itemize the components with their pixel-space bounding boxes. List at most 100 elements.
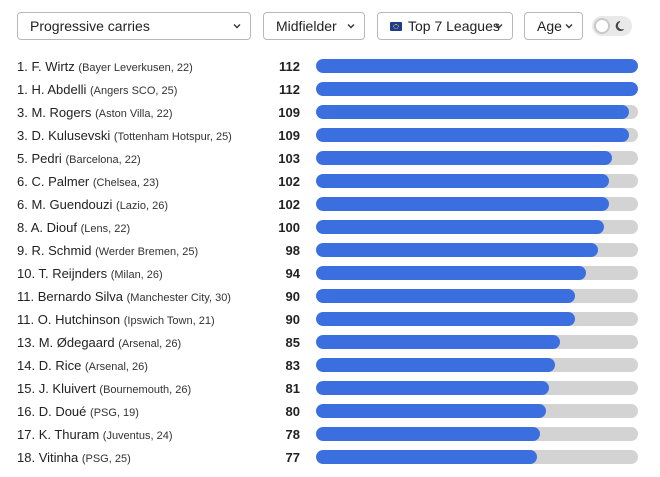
player-name: R. Schmid: [31, 243, 92, 258]
bar-fill: [316, 151, 613, 165]
player-team: (Bournemouth, 26): [99, 384, 192, 396]
chevron-down-icon: [233, 24, 241, 29]
player-label: 3. D. Kulusevski (Tottenham Hotspur, 25): [17, 128, 232, 143]
player-name: C. Palmer: [31, 174, 90, 189]
position-select[interactable]: Midfielder: [263, 12, 365, 40]
league-select-value: Top 7 Leagues: [408, 18, 500, 34]
theme-toggle[interactable]: [592, 16, 632, 36]
player-team: (Barcelona, 22): [65, 154, 141, 166]
metric-select-value: Progressive carries: [30, 18, 150, 34]
player-team: (Bayer Leverkusen, 22): [78, 62, 193, 74]
player-label: 9. R. Schmid (Werder Bremen, 25): [17, 243, 198, 258]
player-name: D. Doué: [38, 404, 87, 419]
bar-track: [316, 243, 638, 257]
list-item: 14. D. Rice (Arsenal, 26) 83: [0, 354, 660, 377]
bar-track: [316, 128, 638, 142]
bar-fill: [316, 197, 610, 211]
bar-fill: [316, 174, 610, 188]
list-item: 18. Vitinha (PSG, 25) 77: [0, 446, 660, 469]
bar-fill: [316, 404, 546, 418]
player-name: F. Wirtz: [31, 59, 75, 74]
player-value: 78: [285, 427, 300, 442]
player-name: M. Guendouzi: [31, 197, 113, 212]
player-value: 112: [279, 59, 300, 74]
list-item: 9. R. Schmid (Werder Bremen, 25) 98: [0, 239, 660, 262]
player-team: (PSG, 25): [81, 453, 131, 465]
bar-fill: [316, 220, 604, 234]
player-value: 109: [278, 105, 300, 120]
player-team: (Werder Bremen, 25): [95, 246, 199, 258]
player-value: 90: [285, 289, 300, 304]
player-rank: 18.: [17, 450, 36, 465]
player-rank: 9.: [17, 243, 28, 258]
bar-fill: [316, 82, 638, 96]
list-item: 3. D. Kulusevski (Tottenham Hotspur, 25)…: [0, 124, 660, 147]
bar-track: [316, 105, 638, 119]
eu-flag-icon: [390, 21, 402, 31]
player-rank: 1.: [17, 82, 28, 97]
player-team: (Lazio, 26): [116, 200, 169, 212]
player-value: 85: [285, 335, 300, 350]
player-label: 14. D. Rice (Arsenal, 26): [17, 358, 148, 373]
player-rank: 1.: [17, 59, 28, 74]
player-label: 8. A. Diouf (Lens, 22): [17, 220, 130, 235]
player-rank: 11.: [17, 289, 35, 304]
moon-icon: [615, 20, 624, 31]
player-rank: 10.: [17, 266, 36, 281]
bar-track: [316, 404, 638, 418]
bar-track: [316, 358, 638, 372]
list-item: 8. A. Diouf (Lens, 22) 100: [0, 216, 660, 239]
player-rank: 13.: [17, 335, 36, 350]
player-team: (Chelsea, 23): [92, 177, 159, 189]
player-team: (Juventus, 24): [102, 430, 173, 442]
list-item: 13. M. Ødegaard (Arsenal, 26) 85: [0, 331, 660, 354]
player-team: (Milan, 26): [110, 269, 163, 281]
player-team: (Tottenham Hotspur, 25): [113, 131, 232, 143]
bar-fill: [316, 59, 638, 73]
bar-fill: [316, 381, 549, 395]
light-mode-icon: [594, 18, 610, 34]
list-item: 1. F. Wirtz (Bayer Leverkusen, 22) 112: [0, 55, 660, 78]
player-name: A. Diouf: [30, 220, 77, 235]
list-item: 16. D. Doué (PSG, 19) 80: [0, 400, 660, 423]
player-name: D. Rice: [38, 358, 82, 373]
player-name: Vitinha: [38, 450, 79, 465]
bar-track: [316, 381, 638, 395]
bar-track: [316, 450, 638, 464]
player-team: (Angers SCO, 25): [90, 85, 178, 97]
bar-fill: [316, 105, 630, 119]
player-team: (Aston Villa, 22): [95, 108, 173, 120]
age-select[interactable]: Age: [524, 12, 583, 40]
player-label: 1. H. Abdelli (Angers SCO, 25): [17, 82, 177, 97]
player-rank: 3.: [17, 105, 28, 120]
player-name: M. Rogers: [31, 105, 92, 120]
bar-fill: [316, 312, 575, 326]
position-select-value: Midfielder: [276, 18, 337, 34]
bar-track: [316, 82, 638, 96]
age-select-value: Age: [537, 18, 562, 34]
league-select[interactable]: Top 7 Leagues: [377, 12, 513, 40]
bar-track: [316, 220, 638, 234]
bar-track: [316, 266, 638, 280]
player-label: 17. K. Thuram (Juventus, 24): [17, 427, 172, 442]
list-item: 6. M. Guendouzi (Lazio, 26) 102: [0, 193, 660, 216]
player-label: 18. Vitinha (PSG, 25): [17, 450, 131, 465]
player-value: 94: [285, 266, 300, 281]
player-name: H. Abdelli: [31, 82, 87, 97]
bar-fill: [316, 335, 561, 349]
metric-select[interactable]: Progressive carries: [17, 12, 251, 40]
bar-track: [316, 312, 638, 326]
list-item: 17. K. Thuram (Juventus, 24) 78: [0, 423, 660, 446]
bar-track: [316, 174, 638, 188]
player-label: 11. Bernardo Silva (Manchester City, 30): [17, 289, 231, 304]
player-team: (Manchester City, 30): [126, 292, 231, 304]
player-name: K. Thuram: [38, 427, 100, 442]
player-team: (Arsenal, 26): [118, 338, 182, 350]
list-item: 6. C. Palmer (Chelsea, 23) 102: [0, 170, 660, 193]
player-value: 103: [278, 151, 300, 166]
chevron-down-icon: [495, 24, 503, 29]
player-value: 83: [285, 358, 300, 373]
list-item: 11. Bernardo Silva (Manchester City, 30)…: [0, 285, 660, 308]
player-team: (PSG, 19): [90, 407, 139, 419]
player-name: O. Hutchinson: [37, 312, 121, 327]
